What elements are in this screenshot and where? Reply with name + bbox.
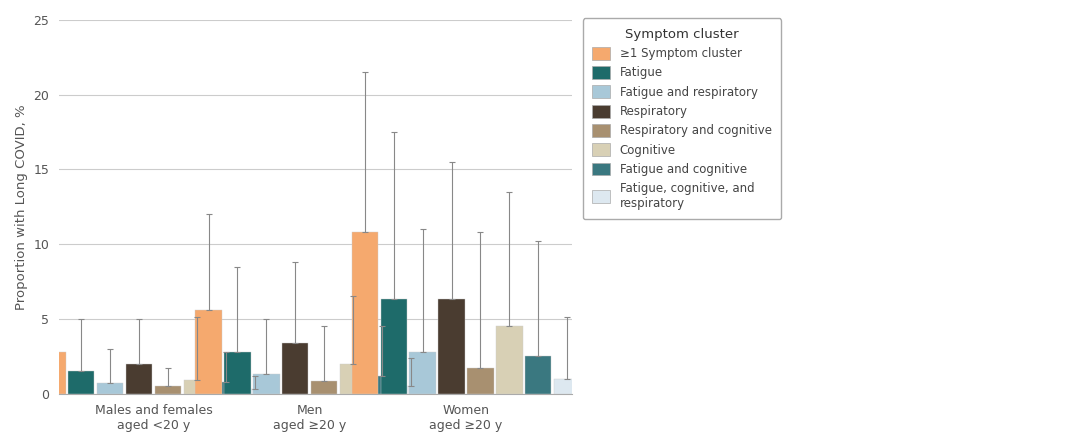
Y-axis label: Proportion with Long COVID, %: Proportion with Long COVID, % (15, 104, 28, 310)
Bar (254, 374, 280, 393)
Legend: ≥1 Symptom cluster, Fatigue, Fatigue and respiratory, Respiratory, Respiratory a: ≥1 Symptom cluster, Fatigue, Fatigue and… (583, 18, 781, 219)
Bar (68, 371, 94, 393)
Bar (97, 383, 123, 393)
Bar (185, 380, 211, 393)
Bar (399, 386, 424, 393)
Bar (554, 379, 580, 393)
Bar (525, 356, 552, 393)
Bar (214, 382, 240, 393)
Bar (340, 364, 366, 393)
Bar (242, 389, 268, 393)
Bar (225, 352, 251, 393)
Bar (311, 381, 337, 393)
Bar (282, 343, 309, 393)
Bar (351, 232, 378, 393)
Bar (369, 375, 395, 393)
Bar (126, 364, 152, 393)
Bar (497, 326, 523, 393)
Bar (40, 352, 66, 393)
Bar (438, 299, 464, 393)
Bar (380, 299, 406, 393)
Bar (409, 352, 435, 393)
Bar (195, 310, 221, 393)
Bar (468, 368, 494, 393)
Bar (156, 386, 181, 393)
